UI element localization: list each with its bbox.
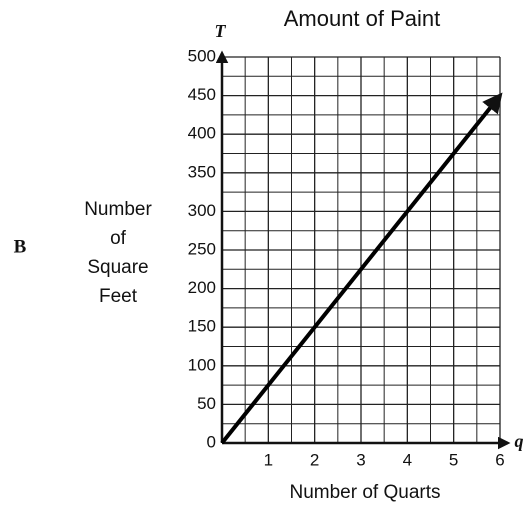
- y-tick-label: 300: [188, 201, 216, 220]
- chart-title: Amount of Paint: [284, 6, 441, 31]
- y-axis-label: of: [110, 228, 127, 249]
- x-tick-label: 5: [449, 450, 458, 469]
- y-tick-label: 200: [188, 278, 216, 297]
- y-axis-label: Square: [87, 257, 148, 278]
- x-tick-label: 1: [264, 450, 273, 469]
- y-tick-label: 350: [188, 162, 216, 181]
- x-tick-label: 6: [495, 450, 504, 469]
- y-tick-label: 50: [197, 394, 216, 413]
- y-tick-label: 400: [188, 124, 216, 143]
- y-tick-label: 100: [188, 355, 216, 374]
- panel-label: B: [14, 236, 27, 257]
- y-tick-label: 250: [188, 239, 216, 258]
- y-tick-label: 150: [188, 317, 216, 336]
- y-tick-label: 450: [188, 85, 216, 104]
- x-axis-label: Number of Quarts: [290, 482, 441, 503]
- y-axis-letter: T: [215, 21, 227, 41]
- data-line: [220, 92, 503, 445]
- y-axis-label: Feet: [99, 286, 138, 307]
- y-tick-label: 0: [207, 432, 216, 451]
- x-tick-label: 3: [356, 450, 365, 469]
- x-axis-letter: q: [515, 431, 524, 451]
- y-axis-label: Number: [84, 199, 152, 220]
- y-tick-label: 500: [188, 46, 216, 65]
- x-tick-label: 4: [403, 450, 412, 469]
- x-tick-label: 2: [310, 450, 319, 469]
